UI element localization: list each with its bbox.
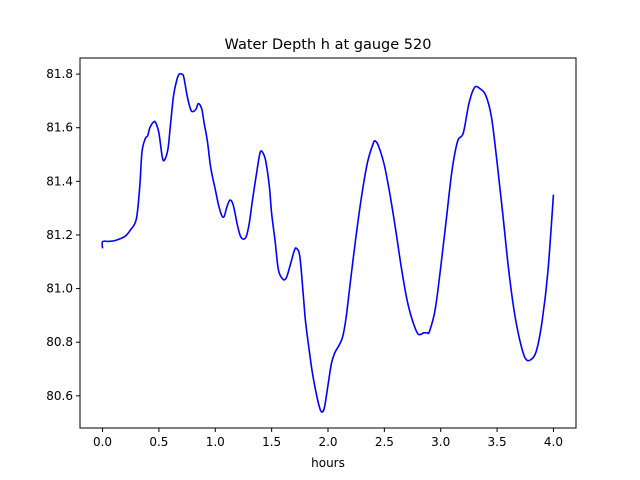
plot-frame bbox=[79, 57, 577, 429]
series-line-0 bbox=[101, 72, 555, 413]
x-axis-label: hours bbox=[311, 456, 345, 470]
x-tick-label: 3.5 bbox=[488, 435, 507, 449]
x-tick-label: 4.0 bbox=[544, 435, 563, 449]
x-tick-label: 3.0 bbox=[431, 435, 450, 449]
chart-title: Water Depth h at gauge 520 bbox=[225, 37, 432, 53]
y-tick-label: 81.2 bbox=[46, 228, 73, 242]
x-axis-ticks: 0.0 0.5 1.0 1.5 2.0 2.5 3.0 3.5 4.0 bbox=[93, 428, 563, 449]
plot-area bbox=[80, 58, 576, 428]
y-tick-label: 80.6 bbox=[46, 389, 73, 403]
series-layer bbox=[101, 72, 555, 413]
x-tick-label: 0.0 bbox=[93, 435, 112, 449]
y-tick-label: 81.4 bbox=[46, 174, 73, 188]
y-axis-ticks: 80.6 80.8 81.0 81.2 81.4 81.6 81.8 bbox=[46, 67, 80, 403]
x-tick-label: 1.0 bbox=[206, 435, 225, 449]
x-tick-label: 2.0 bbox=[318, 435, 337, 449]
y-tick-label: 81.6 bbox=[46, 121, 73, 135]
x-tick-label: 1.5 bbox=[262, 435, 281, 449]
y-tick-label: 81.8 bbox=[46, 67, 73, 81]
x-tick-label: 2.5 bbox=[375, 435, 394, 449]
x-tick-label: 0.5 bbox=[149, 435, 168, 449]
y-tick-label: 80.8 bbox=[46, 335, 73, 349]
y-tick-label: 81.0 bbox=[46, 282, 73, 296]
